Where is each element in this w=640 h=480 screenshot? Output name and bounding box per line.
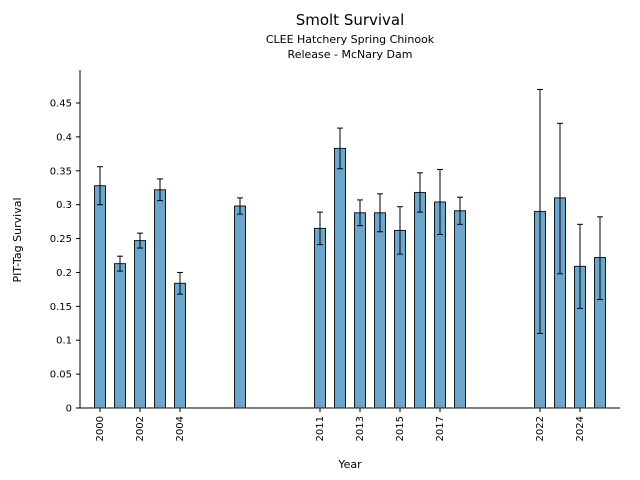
bar-2002 bbox=[134, 240, 146, 409]
x-axis-label: Year bbox=[338, 458, 362, 471]
x-tick-label: 2024 bbox=[575, 416, 586, 441]
bar-2000 bbox=[94, 185, 106, 409]
chart-subtitle-line1: CLEE Hatchery Spring Chinook bbox=[265, 33, 435, 46]
x-tick-label: 2011 bbox=[315, 416, 326, 441]
chart-title: Smolt Survival bbox=[295, 11, 405, 29]
x-tick-label: 2000 bbox=[95, 416, 106, 441]
x-tick-label: 2015 bbox=[395, 416, 406, 441]
bar-2018 bbox=[454, 210, 466, 409]
y-tick-label: 0.2 bbox=[56, 268, 72, 279]
y-tick-label: 0.25 bbox=[50, 234, 72, 245]
bar-2011 bbox=[314, 227, 326, 409]
bar-2014 bbox=[374, 212, 386, 409]
bar-2012 bbox=[334, 147, 346, 409]
bar-2001 bbox=[114, 263, 126, 409]
y-tick-label: 0.4 bbox=[56, 132, 72, 143]
bar-2004 bbox=[174, 282, 186, 409]
y-tick-label: 0.05 bbox=[50, 370, 72, 381]
x-tick-label: 2013 bbox=[355, 416, 366, 441]
x-tick-label: 2022 bbox=[535, 416, 546, 441]
x-tick-label: 2002 bbox=[135, 416, 146, 441]
y-tick-label: 0 bbox=[66, 404, 72, 415]
x-tick-label: 2004 bbox=[175, 416, 186, 441]
y-tick-label: 0.35 bbox=[50, 166, 72, 177]
bar-2016 bbox=[414, 191, 426, 409]
bar-2003 bbox=[154, 189, 166, 409]
bar-2013 bbox=[354, 212, 366, 409]
y-tick-label: 0.1 bbox=[56, 336, 72, 347]
y-tick-label: 0.15 bbox=[50, 302, 72, 313]
bar-2015 bbox=[394, 229, 406, 409]
bar-2007 bbox=[234, 205, 246, 409]
y-tick-label: 0.3 bbox=[56, 200, 72, 211]
chart-subtitle-line2: Release - McNary Dam bbox=[287, 48, 413, 61]
x-tick-label: 2017 bbox=[435, 416, 446, 441]
y-tick-label: 0.45 bbox=[50, 99, 72, 110]
